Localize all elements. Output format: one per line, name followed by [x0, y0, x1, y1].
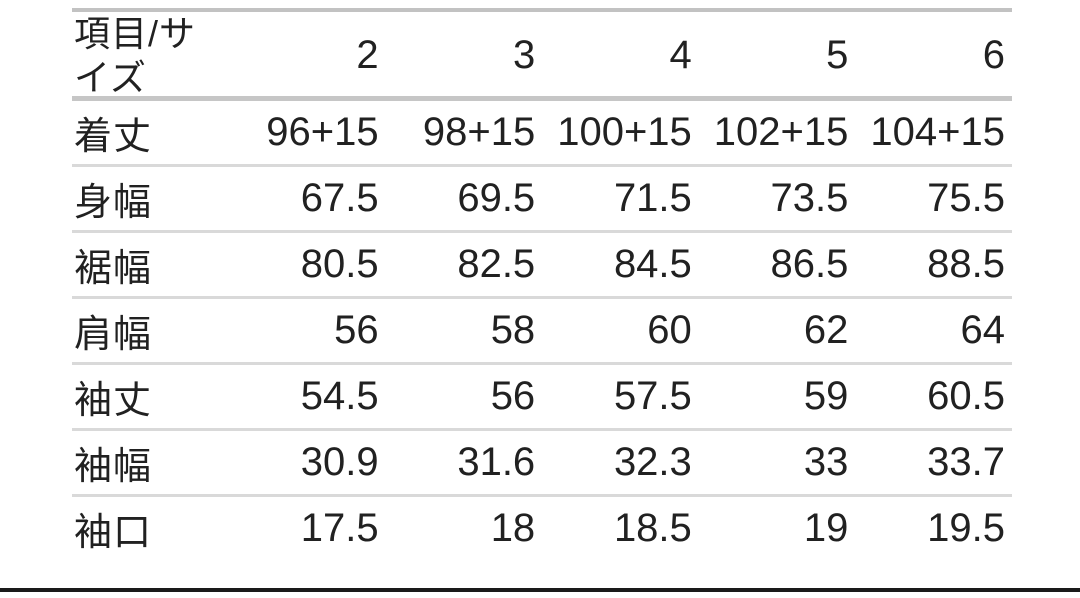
- value-cell: 33: [803, 440, 849, 484]
- value-cell: 30.9: [300, 440, 379, 484]
- value-cell: 104+15: [870, 110, 1005, 154]
- size-column-header: 2: [356, 33, 379, 78]
- size-column-header: 4: [669, 33, 692, 78]
- value-cell: 86.5: [770, 242, 849, 286]
- value-cell: 18: [490, 506, 536, 550]
- row-label: 袖口: [74, 512, 153, 554]
- value-cell: 33.7: [927, 440, 1005, 484]
- value-cell: 57.5: [613, 374, 692, 418]
- value-cell: 54.5: [300, 374, 379, 418]
- table-row: 着丈 96+15 98+15 100+15 102+15 104+15: [72, 101, 1012, 167]
- value-cell: 19: [803, 506, 849, 550]
- value-cell: 96+15: [266, 110, 379, 154]
- value-cell: 64: [960, 308, 1006, 352]
- value-cell: 59: [803, 374, 849, 418]
- table-row: 袖丈 54.5 56 57.5 59 60.5: [72, 365, 1012, 431]
- size-column-header: 6: [982, 33, 1005, 78]
- header-corner-label: 項目/サイズ: [74, 13, 197, 98]
- size-column-header: 5: [826, 33, 849, 78]
- row-label: 身幅: [74, 182, 153, 224]
- row-label: 袖幅: [74, 446, 153, 488]
- size-column-header: 3: [512, 33, 536, 78]
- table-row: 袖幅 30.9 31.6 32.3 33 33.7: [72, 431, 1012, 497]
- value-cell: 19.5: [927, 506, 1005, 550]
- value-cell: 56: [490, 374, 536, 418]
- value-cell: 69.5: [457, 176, 536, 220]
- value-cell: 100+15: [557, 110, 692, 154]
- value-cell: 71.5: [613, 176, 692, 220]
- bottom-border-bar: [0, 588, 1080, 592]
- value-cell: 17.5: [300, 506, 379, 550]
- table-row: 肩幅 56 58 60 62 64: [72, 299, 1012, 365]
- value-cell: 98+15: [422, 110, 536, 154]
- value-cell: 62: [803, 308, 849, 352]
- value-cell: 75.5: [927, 176, 1005, 220]
- value-cell: 102+15: [713, 110, 849, 154]
- header-row: 項目/サイズ 2 3 4 5 6: [72, 12, 1012, 101]
- value-cell: 32.3: [613, 440, 692, 484]
- value-cell: 84.5: [613, 242, 692, 286]
- value-cell: 18.5: [613, 506, 692, 550]
- value-cell: 31.6: [457, 440, 536, 484]
- value-cell: 73.5: [770, 176, 849, 220]
- table-row: 裾幅 80.5 82.5 84.5 86.5 88.5: [72, 233, 1012, 299]
- value-cell: 82.5: [457, 242, 536, 286]
- table-row: 身幅 67.5 69.5 71.5 73.5 75.5: [72, 167, 1012, 233]
- value-cell: 56: [334, 308, 379, 352]
- row-label: 裾幅: [74, 248, 153, 290]
- row-label: 袖丈: [74, 380, 153, 422]
- row-label: 肩幅: [74, 314, 153, 356]
- value-cell: 58: [490, 308, 536, 352]
- table-row: 袖口 17.5 18 18.5 19 19.5: [72, 497, 1012, 560]
- value-cell: 60.5: [927, 374, 1005, 418]
- value-cell: 88.5: [927, 242, 1005, 286]
- value-cell: 67.5: [300, 176, 379, 220]
- value-cell: 60: [647, 308, 692, 352]
- row-label: 着丈: [74, 116, 153, 158]
- value-cell: 80.5: [300, 242, 379, 286]
